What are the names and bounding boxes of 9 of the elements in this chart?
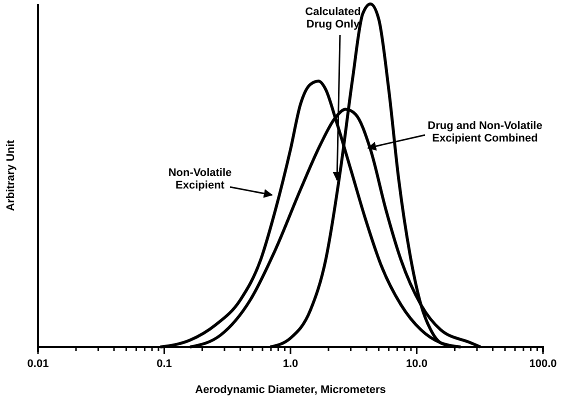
annotation: Non-Volatile Excipient (168, 167, 232, 192)
x-tick-label: 0.01 (27, 358, 49, 370)
annotation: Drug and Non-Volatile Excipient Combined (428, 120, 542, 145)
y-axis-title: Arbitrary Unit (5, 140, 17, 211)
x-tick-label: 0.1 (156, 358, 172, 370)
x-tick-label: 10.0 (406, 358, 428, 370)
x-tick-label: 100.0 (529, 358, 557, 370)
x-axis-title: Aerodynamic Diameter, Micrometers (195, 384, 386, 396)
x-tick-label: 1.0 (282, 358, 298, 370)
